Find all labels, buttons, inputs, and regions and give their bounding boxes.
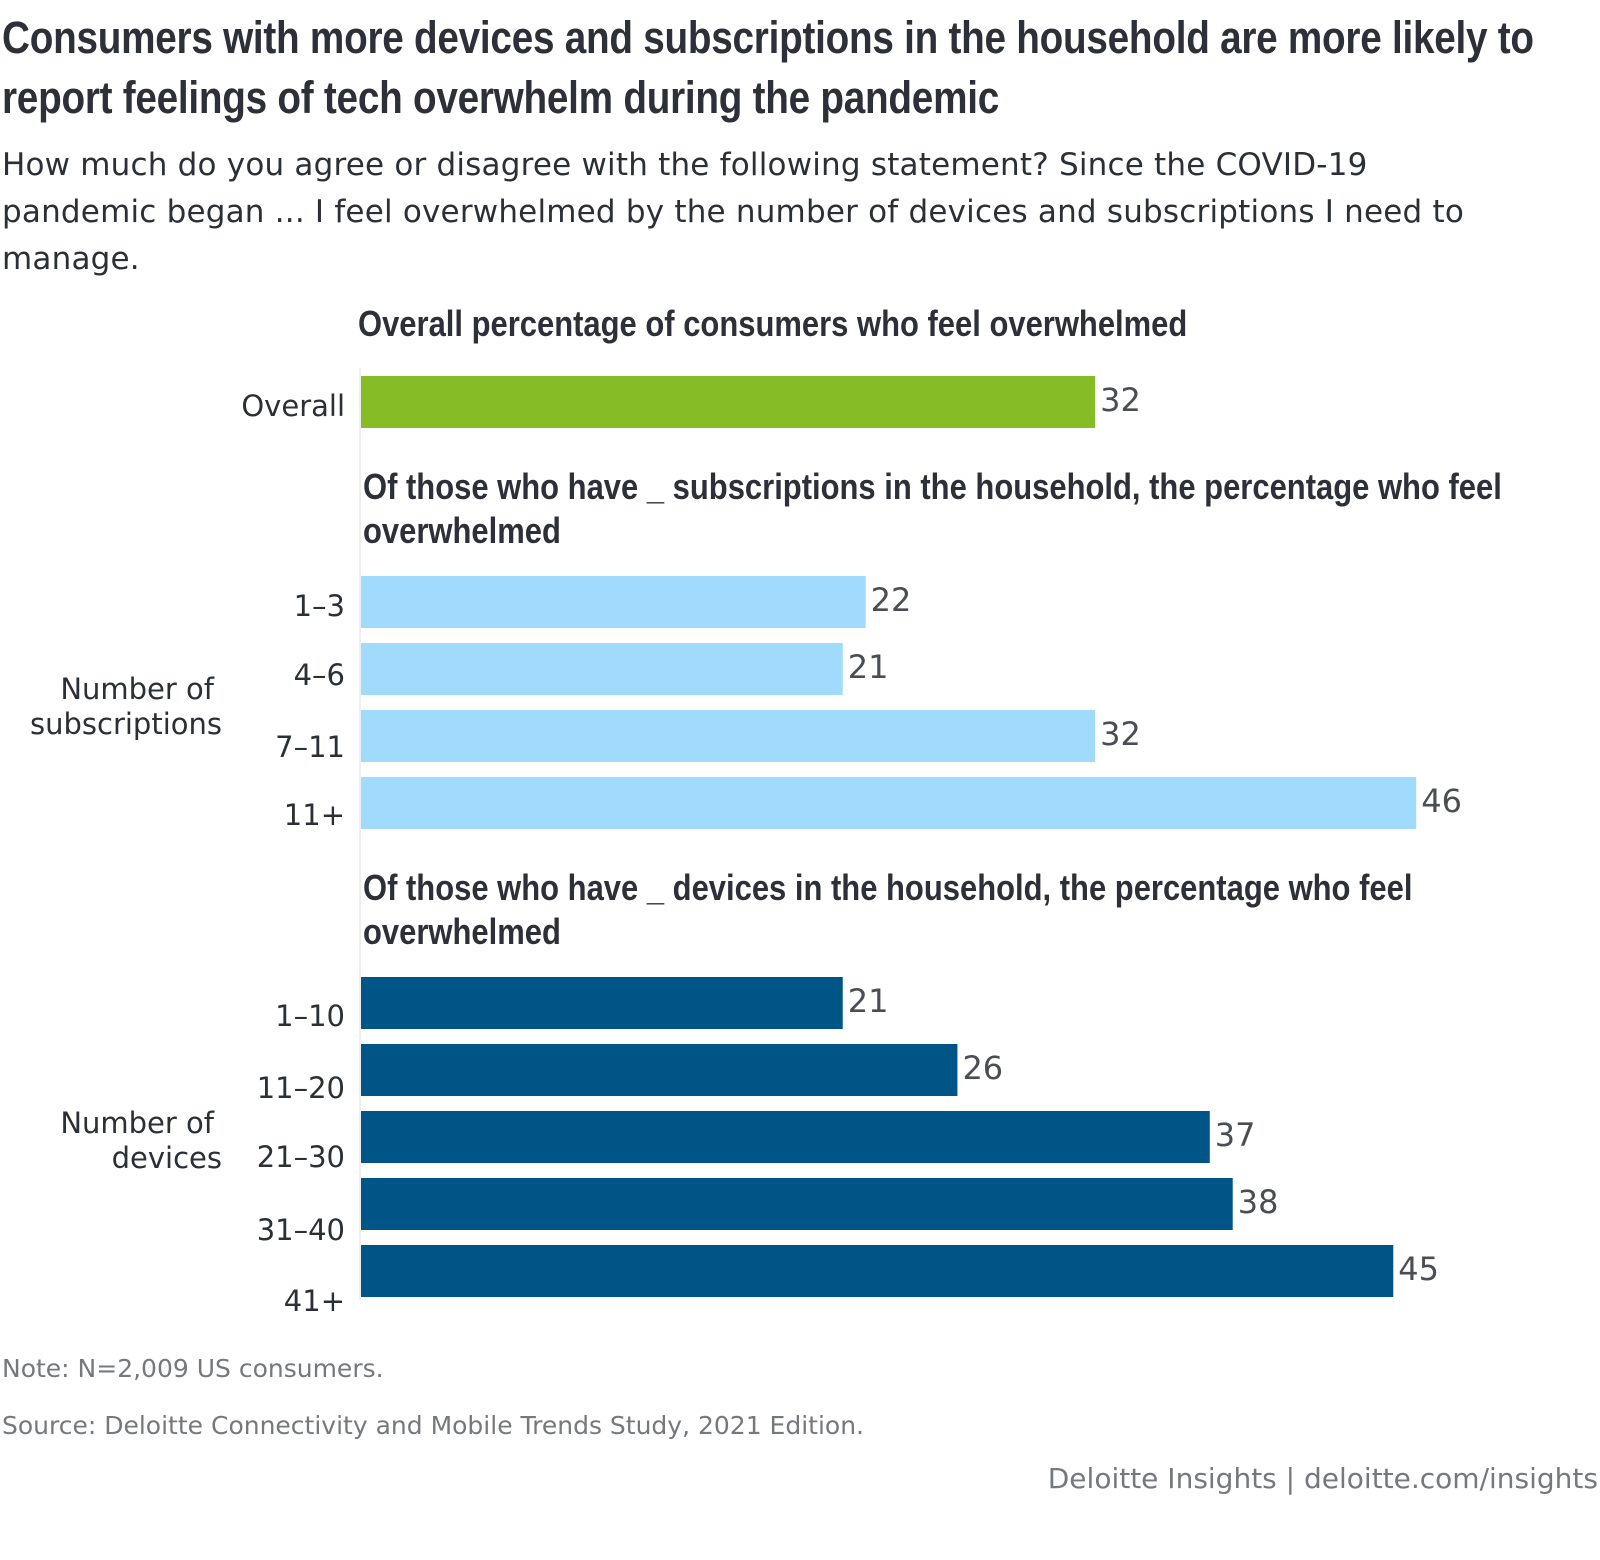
- bar-subscriptions-1: [361, 643, 843, 695]
- value-label-subscriptions-0: 22: [871, 581, 912, 619]
- value-label-devices-4: 45: [1398, 1250, 1439, 1288]
- category-label-devices-2: 21–30: [257, 1140, 345, 1174]
- category-label-subscriptions-3: 11+: [284, 798, 345, 832]
- bar-subscriptions-3: [361, 777, 1417, 829]
- category-label-devices-4: 41+: [284, 1284, 345, 1318]
- chart-subtitle: How much do you agree or disagree with t…: [2, 147, 1464, 277]
- chart-title: Consumers with more devices and subscrip…: [2, 12, 1534, 123]
- section-title-overall: Overall percentage of consumers who feel…: [358, 303, 1188, 344]
- category-label-devices-0: 1–10: [275, 999, 345, 1033]
- footnote: Note: N=2,009 US consumers.: [2, 1354, 384, 1383]
- value-label-devices-0: 21: [848, 982, 889, 1020]
- bar-subscriptions-2: [361, 710, 1096, 762]
- value-label-overall-0: 32: [1100, 381, 1141, 419]
- group-label-subscriptions: Number of subscriptions: [30, 672, 222, 741]
- category-label-devices-1: 11–20: [257, 1071, 345, 1105]
- group-label-devices: Number of devices: [60, 1106, 222, 1175]
- bar-devices-4: [361, 1245, 1394, 1297]
- category-label-subscriptions-0: 1–3: [294, 589, 345, 623]
- value-label-devices-1: 26: [962, 1049, 1003, 1087]
- source-note: Source: Deloitte Connectivity and Mobile…: [2, 1411, 864, 1440]
- category-label-subscriptions-1: 4–6: [294, 658, 345, 692]
- bar-devices-2: [361, 1111, 1210, 1163]
- bar-overall-0: [361, 376, 1096, 428]
- section-title-devices: Of those who have _ devices in the house…: [363, 867, 1413, 952]
- category-label-subscriptions-2: 7–11: [275, 730, 345, 764]
- value-label-subscriptions-1: 21: [848, 648, 889, 686]
- bar-devices-0: [361, 977, 843, 1029]
- section-title-subscriptions: Of those who have _ subscriptions in the…: [363, 466, 1502, 551]
- value-label-devices-3: 38: [1238, 1183, 1279, 1221]
- value-label-devices-2: 37: [1215, 1116, 1256, 1154]
- category-label-overall-0: Overall: [241, 389, 345, 423]
- brand-credit: Deloitte Insights | deloitte.com/insight…: [1047, 1462, 1598, 1495]
- bar-subscriptions-0: [361, 576, 866, 628]
- bar-devices-3: [361, 1178, 1233, 1230]
- bar-devices-1: [361, 1044, 958, 1096]
- value-label-subscriptions-3: 46: [1421, 782, 1462, 820]
- value-label-subscriptions-2: 32: [1100, 715, 1141, 753]
- category-label-devices-3: 31–40: [257, 1213, 345, 1247]
